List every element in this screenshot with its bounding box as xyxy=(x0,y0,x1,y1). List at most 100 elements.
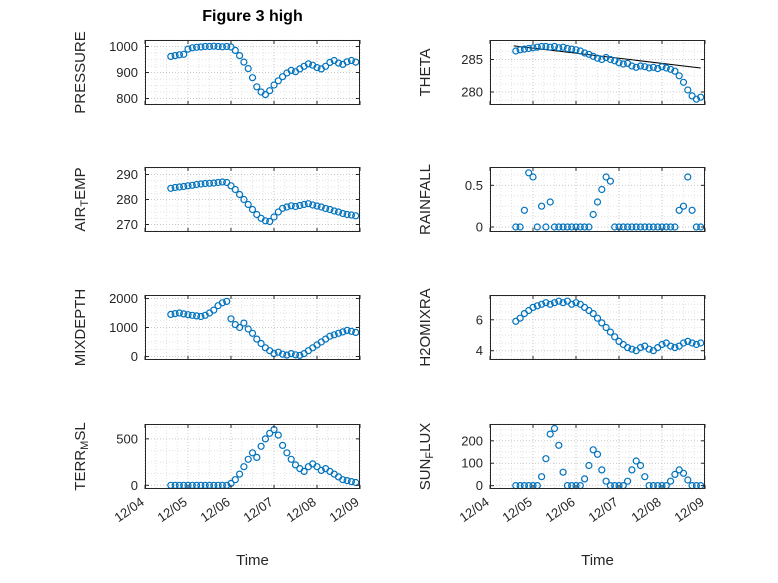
data-point xyxy=(593,54,602,62)
data-point xyxy=(555,297,563,305)
data-point xyxy=(619,223,627,231)
data-point xyxy=(649,63,657,71)
data-point xyxy=(240,58,248,66)
data-point xyxy=(343,476,351,485)
y-axis-label: H2OMIXRA xyxy=(417,288,434,366)
data-point xyxy=(171,310,179,318)
data-point xyxy=(628,223,636,231)
data-point xyxy=(210,179,218,187)
data-point xyxy=(257,442,265,450)
data-point xyxy=(218,178,227,186)
minor-grid xyxy=(145,39,360,106)
data-point xyxy=(550,424,559,433)
data-point xyxy=(322,335,330,343)
tick-labels: 270 280 290 xyxy=(116,167,138,232)
data-point xyxy=(529,44,537,52)
data-point xyxy=(624,477,632,485)
data-point xyxy=(210,42,218,50)
data-point xyxy=(516,314,524,322)
data-point xyxy=(231,185,239,194)
data-point xyxy=(223,42,231,51)
data-markers xyxy=(167,42,360,99)
data-point xyxy=(339,209,347,218)
data-point xyxy=(533,43,541,51)
data-point xyxy=(266,347,274,355)
data-point xyxy=(589,310,597,318)
data-point xyxy=(287,202,295,210)
data-point xyxy=(520,45,529,53)
data-point xyxy=(537,202,546,210)
data-point xyxy=(227,315,235,323)
chart-theta: 280 285 THETA xyxy=(417,40,706,105)
data-point xyxy=(697,93,705,101)
data-point xyxy=(611,223,619,231)
x-tick-label: 12/07 xyxy=(240,494,275,525)
data-markers xyxy=(167,297,360,360)
data-point xyxy=(546,198,554,206)
data-point xyxy=(632,223,640,231)
data-point xyxy=(283,203,291,211)
data-point xyxy=(568,45,576,53)
data-point xyxy=(585,223,593,231)
data-point xyxy=(352,328,360,337)
data-point xyxy=(692,223,700,231)
data-point xyxy=(619,60,627,68)
data-point xyxy=(662,64,670,72)
data-point xyxy=(279,204,287,212)
chart-terr-msl: 0 500 12/04 12/05 12/06 12/07 12/08 12/09 TERRMS… xyxy=(72,422,362,525)
data-point xyxy=(525,44,533,53)
y-tick-label: 290 xyxy=(116,167,138,182)
data-point xyxy=(512,47,520,55)
data-point xyxy=(684,86,692,94)
data-point xyxy=(662,223,670,231)
data-point xyxy=(542,455,550,463)
data-point xyxy=(675,206,683,214)
data-point xyxy=(313,202,321,210)
data-point xyxy=(330,331,338,339)
data-point xyxy=(688,206,696,214)
data-point xyxy=(257,339,265,348)
data-point xyxy=(542,223,550,231)
data-point xyxy=(602,53,610,62)
data-point xyxy=(334,329,343,337)
data-point xyxy=(266,429,274,437)
data-point xyxy=(218,43,227,51)
data-point xyxy=(572,299,580,307)
y-tick-label: 4 xyxy=(476,343,483,358)
data-point xyxy=(546,430,554,438)
tick-marks xyxy=(489,167,706,232)
data-point xyxy=(589,210,597,219)
data-point xyxy=(636,461,645,470)
tick-labels: 0 1000 2000 xyxy=(109,291,138,364)
data-point xyxy=(330,207,338,215)
data-point xyxy=(253,83,261,91)
y-tick-label: 500 xyxy=(116,431,138,446)
data-point xyxy=(180,310,188,318)
data-point xyxy=(309,344,317,352)
data-point xyxy=(188,181,196,189)
data-point xyxy=(585,50,593,58)
tick-marks xyxy=(489,295,706,360)
data-point xyxy=(184,182,192,190)
data-point xyxy=(671,223,679,231)
y-tick-label: 900 xyxy=(116,65,138,80)
data-point xyxy=(624,343,632,352)
data-point xyxy=(606,55,615,64)
subplot-pressure: 800 900 1000 PRESSURE xyxy=(72,31,361,114)
data-point xyxy=(624,223,632,231)
minor-grid xyxy=(490,167,705,232)
data-point xyxy=(606,328,615,336)
data-point xyxy=(667,477,675,485)
data-point xyxy=(205,179,214,187)
data-point xyxy=(192,312,201,320)
data-point xyxy=(223,297,231,306)
data-point xyxy=(641,223,649,231)
data-point xyxy=(334,59,343,67)
data-point xyxy=(520,206,529,214)
data-point xyxy=(555,441,563,449)
data-point xyxy=(585,461,593,470)
tick-marks xyxy=(489,40,706,105)
data-point xyxy=(559,223,567,231)
x-tick-label: 12/08 xyxy=(283,494,318,525)
data-point xyxy=(180,50,188,58)
